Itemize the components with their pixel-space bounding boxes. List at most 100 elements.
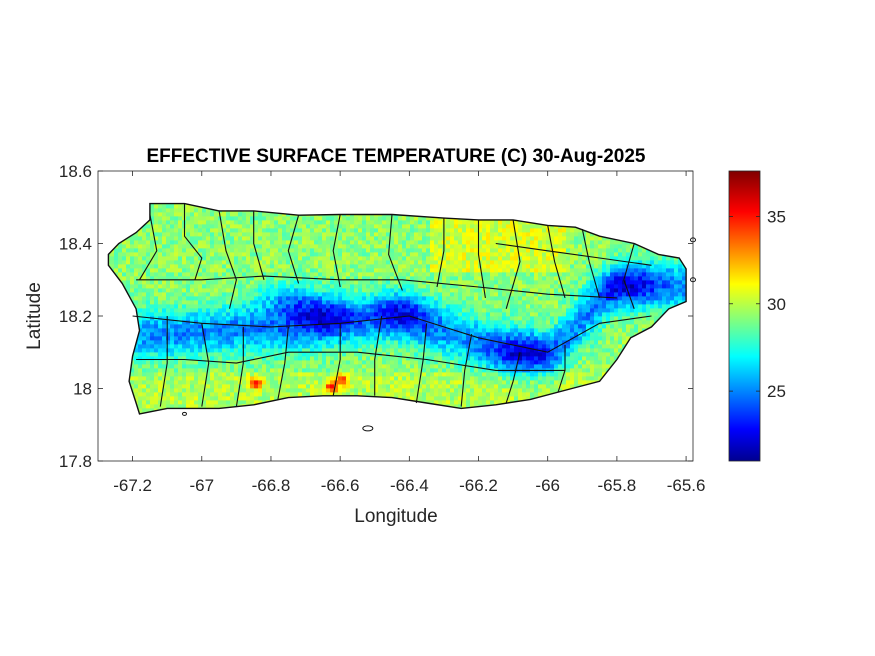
- heat-cell: [542, 304, 547, 309]
- heat-cell: [146, 280, 151, 285]
- heat-cell: [206, 312, 211, 317]
- heat-cell: [282, 244, 287, 249]
- heat-cell: [202, 220, 207, 225]
- heat-cell: [422, 272, 427, 277]
- heat-cell: [230, 260, 235, 265]
- heat-cell: [606, 272, 611, 277]
- heat-cell: [474, 224, 479, 229]
- heat-cell: [486, 276, 491, 281]
- heat-cell: [346, 240, 351, 245]
- heat-cell: [370, 248, 375, 253]
- heat-cell: [214, 224, 219, 229]
- heat-cell: [578, 296, 583, 301]
- heat-cell: [186, 244, 191, 249]
- heat-cell: [250, 300, 255, 305]
- heat-cell: [414, 252, 419, 257]
- heat-cell: [506, 252, 511, 257]
- heat-cell: [290, 320, 295, 325]
- heat-cell: [298, 236, 303, 241]
- heat-cell: [410, 284, 415, 289]
- heat-cell: [426, 256, 431, 261]
- heat-cell: [178, 204, 183, 209]
- heat-cell: [666, 288, 671, 293]
- heat-cell: [670, 272, 675, 277]
- heat-cell: [506, 284, 511, 289]
- heat-cell: [214, 288, 219, 293]
- heat-cell: [222, 212, 227, 217]
- heat-cell: [282, 224, 287, 229]
- heat-cell: [134, 296, 139, 301]
- heat-cell: [614, 324, 619, 329]
- heat-cell: [614, 276, 619, 281]
- heat-cell: [510, 276, 515, 281]
- heat-cell: [258, 228, 263, 233]
- heat-cell: [566, 292, 571, 297]
- heat-cell: [334, 236, 339, 241]
- heat-cell: [510, 232, 515, 237]
- heat-cell: [186, 236, 191, 241]
- heat-cell: [502, 256, 507, 261]
- heat-cell: [458, 264, 463, 269]
- heat-cell: [646, 316, 651, 321]
- heat-cell: [598, 284, 603, 289]
- heat-cell: [426, 240, 431, 245]
- heat-cell: [170, 268, 175, 273]
- heat-cell: [350, 256, 355, 261]
- heat-cell: [270, 312, 275, 317]
- heat-cell: [222, 312, 227, 317]
- heat-cell: [226, 260, 231, 265]
- heat-cell: [354, 272, 359, 277]
- heat-cell: [390, 216, 395, 221]
- heat-cell: [182, 244, 187, 249]
- heat-cell: [330, 236, 335, 241]
- heat-cell: [210, 212, 215, 217]
- heat-cell: [266, 292, 271, 297]
- heat-cell: [426, 320, 431, 325]
- heat-cell: [198, 300, 203, 305]
- heat-cell: [314, 328, 319, 333]
- heat-cell: [346, 268, 351, 273]
- heat-cell: [358, 220, 363, 225]
- heat-cell: [354, 236, 359, 241]
- heat-cell: [342, 244, 347, 249]
- heat-cell: [450, 300, 455, 305]
- heat-cell: [258, 308, 263, 313]
- heat-cell: [646, 288, 651, 293]
- heat-cell: [126, 288, 131, 293]
- heat-cell: [242, 224, 247, 229]
- heat-cell: [294, 308, 299, 313]
- heat-cell: [354, 248, 359, 253]
- heat-cell: [490, 304, 495, 309]
- heat-cell: [414, 216, 419, 221]
- heat-cell: [262, 260, 267, 265]
- heat-cell: [534, 296, 539, 301]
- heat-cell: [162, 244, 167, 249]
- heat-cell: [162, 280, 167, 285]
- heat-cell: [186, 252, 191, 257]
- heat-cell: [326, 248, 331, 253]
- heat-cell: [338, 280, 343, 285]
- heat-cell: [354, 308, 359, 313]
- heat-cell: [114, 252, 119, 257]
- heat-cell: [246, 236, 251, 241]
- heat-cell: [326, 272, 331, 277]
- heat-cell: [574, 304, 579, 309]
- heat-cell: [374, 268, 379, 273]
- heat-cell: [470, 276, 475, 281]
- heat-cell: [142, 288, 147, 293]
- heat-cell: [186, 232, 191, 237]
- heat-cell: [190, 260, 195, 265]
- heat-cell: [606, 308, 611, 313]
- heat-cell: [310, 304, 315, 309]
- heat-cell: [206, 304, 211, 309]
- heat-cell: [518, 312, 523, 317]
- heat-cell: [178, 292, 183, 297]
- heat-cell: [550, 300, 555, 305]
- heat-cell: [658, 304, 663, 309]
- heat-cell: [326, 252, 331, 257]
- heat-cell: [586, 320, 591, 325]
- heat-cell: [182, 296, 187, 301]
- heat-cell: [498, 232, 503, 237]
- heat-cell: [258, 292, 263, 297]
- heat-cell: [206, 208, 211, 213]
